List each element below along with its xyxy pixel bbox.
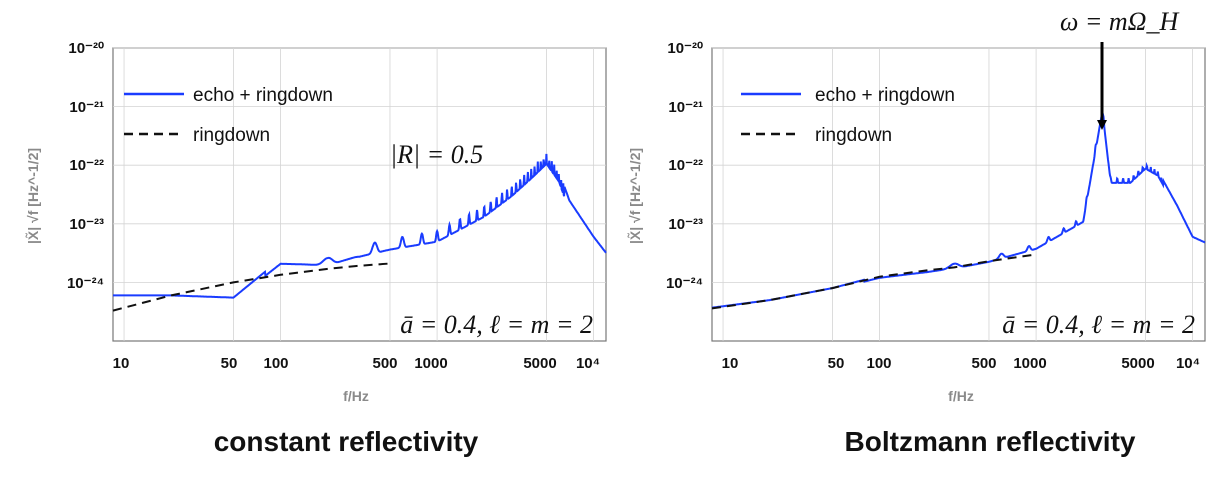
grid-right bbox=[712, 47, 1205, 341]
x-tick-left-1000: 1000 bbox=[414, 355, 447, 372]
y-axis-label-right: |X̃| √f [Hz^-1/2] bbox=[626, 148, 643, 244]
x-tick-right-50: 50 bbox=[828, 355, 845, 372]
legend-label-ringdown-left: ringdown bbox=[193, 125, 270, 146]
y-tick-right-0: 10⁻²⁰ bbox=[667, 40, 703, 57]
x-tick-right-10: 10 bbox=[722, 355, 739, 372]
y-tick-left-0: 10⁻²⁰ bbox=[68, 40, 104, 57]
x-tick-left-5000: 5000 bbox=[523, 355, 556, 372]
legend-label-echo-left: echo + ringdown bbox=[193, 85, 333, 106]
y-tick-right-4: 10⁻²⁴ bbox=[666, 275, 703, 292]
x-axis-label-right: f/Hz bbox=[948, 388, 974, 404]
series-ringdown-left bbox=[112, 262, 391, 312]
legend-label-echo-right: echo + ringdown bbox=[815, 85, 955, 106]
annotation-params-left: ā = 0.4, ℓ = m = 2 bbox=[400, 310, 593, 339]
y-tick-right-1: 10⁻²¹ bbox=[668, 99, 703, 116]
annotation-params-right: ā = 0.4, ℓ = m = 2 bbox=[1002, 310, 1195, 339]
x-tick-left-100: 100 bbox=[263, 355, 288, 372]
x-tick-right-100: 100 bbox=[866, 355, 891, 372]
grid-left bbox=[113, 47, 606, 341]
x-tick-right-1000: 1000 bbox=[1013, 355, 1046, 372]
x-tick-left-10000: 10⁴ bbox=[576, 355, 600, 372]
caption-left: constant reflectivity bbox=[214, 426, 479, 457]
x-tick-right-500: 500 bbox=[971, 355, 996, 372]
y-tick-left-1: 10⁻²¹ bbox=[69, 99, 104, 116]
x-tick-left-500: 500 bbox=[372, 355, 397, 372]
x-axis-label-left: f/Hz bbox=[343, 388, 369, 404]
x-tick-left-50: 50 bbox=[221, 355, 238, 372]
y-tick-right-3: 10⁻²³ bbox=[668, 216, 703, 233]
series-ringdown-right bbox=[711, 253, 1037, 310]
y-tick-left-2: 10⁻²² bbox=[69, 157, 104, 174]
series-echo-ringdown-left bbox=[113, 153, 607, 299]
y-tick-left-4: 10⁻²⁴ bbox=[67, 275, 104, 292]
annotation-peak-right: ω = mΩ_H bbox=[1060, 7, 1179, 36]
y-tick-right-2: 10⁻²² bbox=[668, 157, 703, 174]
x-tick-left-10: 10 bbox=[113, 355, 130, 372]
series-echo-ringdown-right bbox=[711, 111, 1206, 309]
y-tick-left-3: 10⁻²³ bbox=[69, 216, 104, 233]
chart-left: 10⁻²⁰ 10⁻²¹ 10⁻²² 10⁻²³ 10⁻²⁴ 10 50 100 … bbox=[24, 40, 607, 457]
annotation-reflectivity-left: |R| = 0.5 bbox=[390, 140, 483, 169]
caption-right: Boltzmann reflectivity bbox=[845, 426, 1136, 457]
legend-label-ringdown-right: ringdown bbox=[815, 125, 892, 146]
chart-right: 10⁻²⁰ 10⁻²¹ 10⁻²² 10⁻²³ 10⁻²⁴ 10 50 100 … bbox=[626, 7, 1206, 457]
y-axis-label-left: |X̃| √f [Hz^-1/2] bbox=[24, 148, 41, 244]
plot-frame-left bbox=[112, 47, 607, 342]
x-tick-right-10000: 10⁴ bbox=[1176, 355, 1200, 372]
x-tick-right-5000: 5000 bbox=[1121, 355, 1154, 372]
